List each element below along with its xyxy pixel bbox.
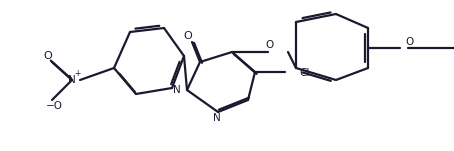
Text: +: + bbox=[74, 69, 80, 77]
Text: Cl: Cl bbox=[299, 68, 309, 78]
Text: O: O bbox=[183, 31, 192, 41]
Text: −O: −O bbox=[46, 101, 63, 111]
Text: N: N bbox=[213, 113, 221, 123]
Text: O: O bbox=[406, 37, 414, 47]
Text: O: O bbox=[266, 40, 274, 50]
Text: N: N bbox=[68, 75, 76, 85]
Text: O: O bbox=[44, 51, 52, 61]
Text: N: N bbox=[173, 85, 181, 95]
